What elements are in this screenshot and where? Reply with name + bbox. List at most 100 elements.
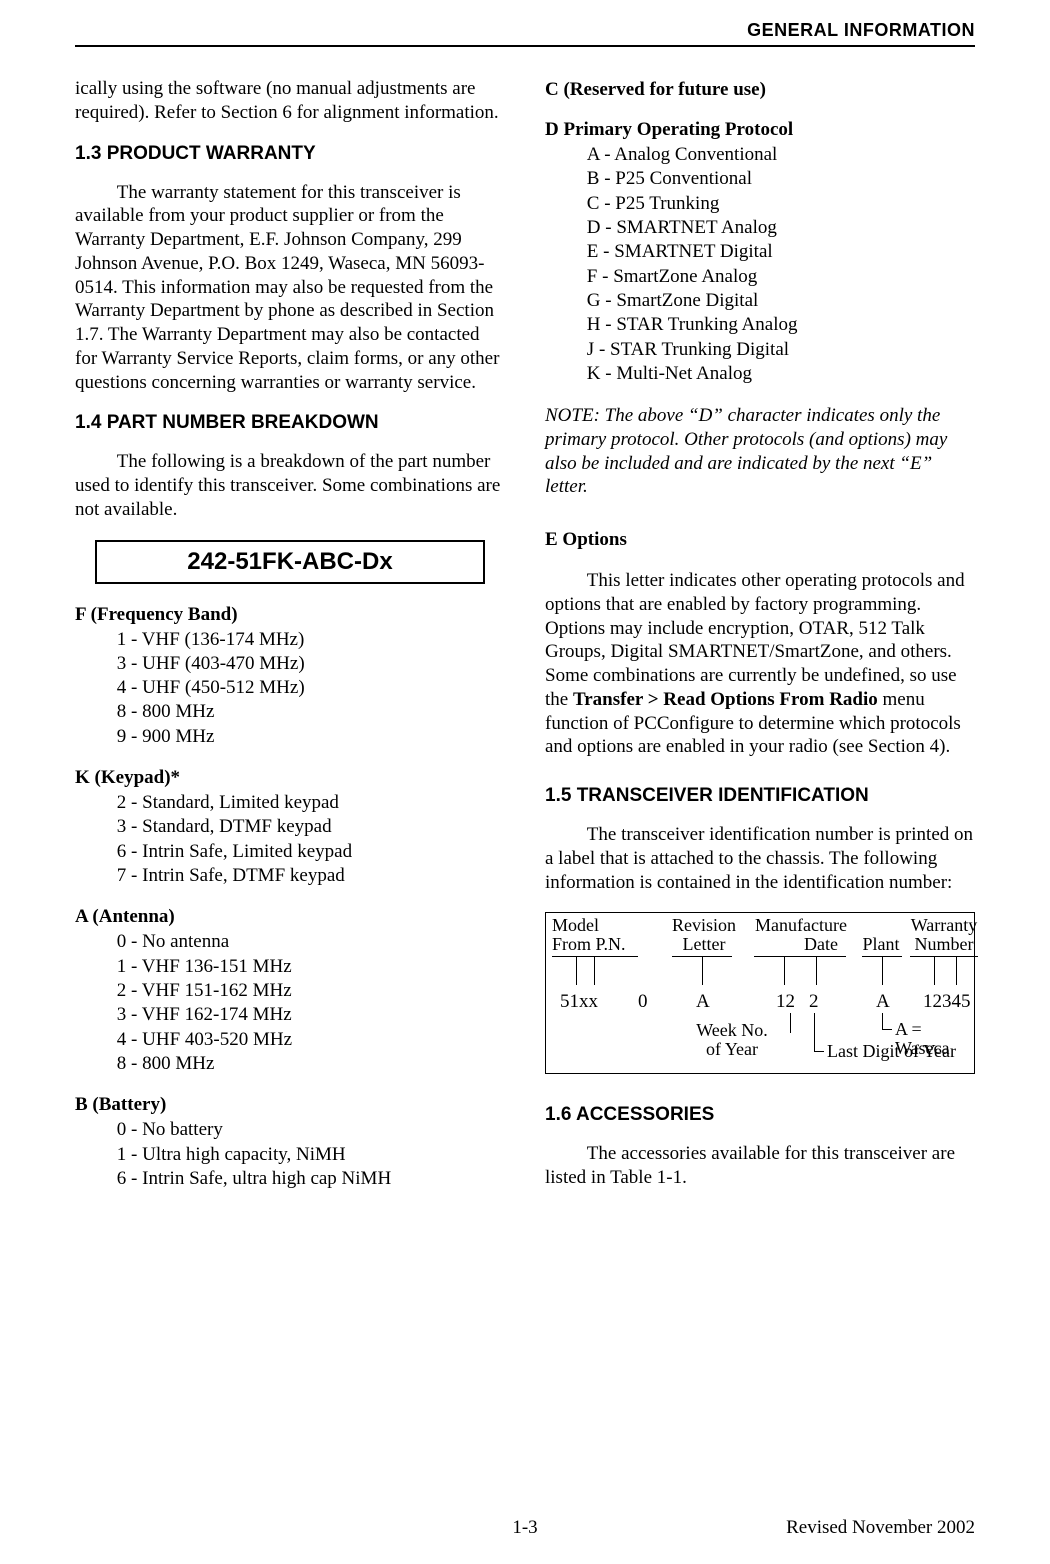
tick [816, 957, 817, 985]
underline [910, 956, 978, 957]
tick [790, 1013, 791, 1033]
tick [934, 957, 935, 985]
note-d: NOTE: The above “D” character indicates … [545, 404, 975, 499]
tick [594, 957, 595, 985]
e-body-bold: Transfer > Read Options From Radio [573, 689, 878, 710]
page: GENERAL INFORMATION ically using the sof… [0, 0, 1050, 1564]
list-item: 6 - Intrin Safe, ultra high cap NiMH [117, 1167, 505, 1191]
text: Manufacture [755, 915, 847, 935]
body-1-3: The warranty statement for this transcei… [75, 181, 505, 395]
text: Number [915, 934, 974, 954]
list-item: 3 - Standard, DTMF keypad [117, 815, 505, 839]
f-list: 1 - VHF (136-174 MHz) 3 - UHF (403-470 M… [75, 628, 505, 750]
id-diagram: Model From P.N. Revision Letter Manufact… [545, 912, 975, 1074]
c-title: C (Reserved for future use) [545, 79, 975, 101]
list-item: A - Analog Conventional [587, 143, 975, 167]
id-val-zero: 0 [638, 991, 648, 1013]
list-item: H - STAR Trunking Analog [587, 313, 975, 337]
list-item: K - Multi-Net Analog [587, 362, 975, 386]
footer-page: 1-3 [75, 1517, 975, 1539]
id-label-lastdigit: Last Digit of Year [827, 1042, 956, 1061]
d-list: A - Analog Conventional B - P25 Conventi… [545, 143, 975, 386]
list-item: 0 - No battery [117, 1118, 505, 1142]
tick [784, 957, 785, 985]
tick [882, 1013, 883, 1029]
right-column: C (Reserved for future use) D Primary Op… [545, 77, 975, 1208]
body-1-6: The accessories available for this trans… [545, 1142, 975, 1190]
heading-1-4: 1.4 PART NUMBER BREAKDOWN [75, 412, 505, 434]
list-item: 4 - UHF (450-512 MHz) [117, 676, 505, 700]
underline [754, 956, 846, 957]
tick [576, 957, 577, 985]
tick [956, 957, 957, 985]
id-val-warr: 12345 [923, 991, 971, 1013]
intro-paragraph: ically using the software (no manual adj… [75, 77, 505, 125]
list-item: D - SMARTNET Analog [587, 216, 975, 240]
list-item: 2 - Standard, Limited keypad [117, 791, 505, 815]
list-item: 8 - 800 MHz [117, 1052, 505, 1076]
id-label-plant: Plant [856, 935, 906, 954]
id-val-plant: A [876, 991, 890, 1013]
list-item: F - SmartZone Analog [587, 265, 975, 289]
text: Model [552, 915, 599, 935]
a-title: A (Antenna) [75, 906, 505, 928]
list-item: 1 - VHF 136-151 MHz [117, 955, 505, 979]
list-item: 8 - 800 MHz [117, 700, 505, 724]
heading-1-3: 1.3 PRODUCT WARRANTY [75, 143, 505, 165]
id-val-rev: A [696, 991, 710, 1013]
text: From P.N. [552, 934, 626, 954]
e-title: E Options [545, 529, 975, 551]
list-item: 1 - VHF (136-174 MHz) [117, 628, 505, 652]
tick [814, 1051, 824, 1052]
list-item: 3 - UHF (403-470 MHz) [117, 652, 505, 676]
id-label-mfg: Manufacture Date [746, 916, 856, 954]
body-1-5: The transceiver identification number is… [545, 823, 975, 894]
column-container: ically using the software (no manual adj… [75, 77, 975, 1208]
list-item: 0 - No antenna [117, 930, 505, 954]
e-body: This letter indicates other operating pr… [545, 569, 975, 759]
list-item: 1 - Ultra high capacity, NiMH [117, 1143, 505, 1167]
list-item: 9 - 900 MHz [117, 725, 505, 749]
header-rule [75, 45, 975, 47]
b-list: 0 - No battery 1 - Ultra high capacity, … [75, 1118, 505, 1191]
list-item: G - SmartZone Digital [587, 289, 975, 313]
list-item: 7 - Intrin Safe, DTMF keypad [117, 864, 505, 888]
tick [882, 1029, 892, 1030]
list-item: 3 - VHF 162-174 MHz [117, 1003, 505, 1027]
tick [702, 957, 703, 985]
id-val-date2: 2 [809, 991, 819, 1013]
text: Revision [672, 915, 736, 935]
f-title: F (Frequency Band) [75, 604, 505, 626]
a-list: 0 - No antenna 1 - VHF 136-151 MHz 2 - V… [75, 930, 505, 1076]
list-item: 6 - Intrin Safe, Limited keypad [117, 840, 505, 864]
tick [814, 1013, 815, 1051]
d-title: D Primary Operating Protocol [545, 119, 975, 141]
list-item: 2 - VHF 151-162 MHz [117, 979, 505, 1003]
id-label-rev: Revision Letter [666, 916, 742, 954]
k-title: K (Keypad)* [75, 767, 505, 789]
text: Week No. [696, 1020, 768, 1040]
id-label-model: Model From P.N. [552, 916, 640, 954]
text: Letter [683, 934, 726, 954]
tick [882, 957, 883, 985]
id-label-week: Week No. of Year [686, 1021, 778, 1059]
body-1-4: The following is a breakdown of the part… [75, 450, 505, 521]
id-label-warr: Warranty Number [904, 916, 984, 954]
underline [552, 956, 638, 957]
list-item: B - P25 Conventional [587, 167, 975, 191]
left-column: ically using the software (no manual adj… [75, 77, 505, 1208]
id-val-date1: 12 [776, 991, 795, 1013]
text: Date [746, 935, 856, 954]
text: of Year [706, 1039, 758, 1059]
header-title: GENERAL INFORMATION [75, 20, 975, 41]
part-number-box: 242-51FK-ABC-Dx [95, 540, 485, 584]
k-list: 2 - Standard, Limited keypad 3 - Standar… [75, 791, 505, 888]
heading-1-6: 1.6 ACCESSORIES [545, 1104, 975, 1126]
list-item: C - P25 Trunking [587, 192, 975, 216]
list-item: E - SMARTNET Digital [587, 240, 975, 264]
id-val-model: 51xx [560, 991, 598, 1013]
list-item: J - STAR Trunking Digital [587, 338, 975, 362]
b-title: B (Battery) [75, 1094, 505, 1116]
footer: 1-3 Revised November 2002 [75, 1517, 975, 1539]
list-item: 4 - UHF 403-520 MHz [117, 1028, 505, 1052]
